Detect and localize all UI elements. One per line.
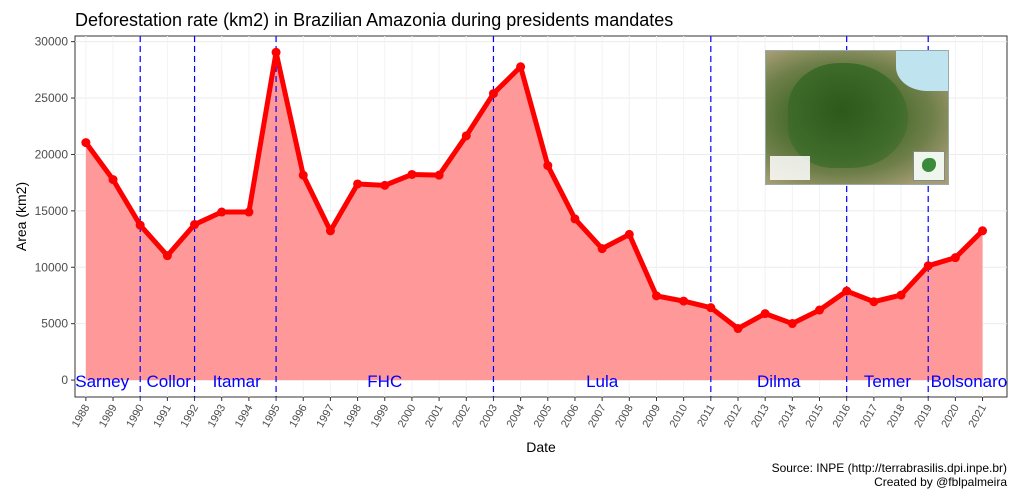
x-tick-label: 2016 bbox=[831, 403, 854, 430]
data-point bbox=[842, 286, 852, 296]
data-point bbox=[815, 305, 825, 315]
x-tick-label: 1995 bbox=[260, 403, 283, 430]
president-label: Bolsonaro bbox=[931, 372, 1008, 391]
data-points bbox=[81, 47, 988, 334]
y-tick-label: 10000 bbox=[35, 260, 69, 274]
x-tick-label: 2002 bbox=[450, 403, 473, 430]
x-axis: 1988 1989 1990 1991 1992 1993 1994 1995 1996 1997… bbox=[70, 397, 989, 430]
x-tick-label: 2006 bbox=[559, 403, 582, 430]
data-point bbox=[81, 138, 91, 148]
data-point bbox=[706, 303, 716, 313]
brazil-locator-map bbox=[913, 151, 945, 181]
x-tick-label: 1996 bbox=[287, 403, 310, 430]
x-tick-label: 2017 bbox=[858, 403, 881, 430]
area-fill bbox=[85, 52, 983, 381]
chart-title: Deforestation rate (km2) in Brazilian Am… bbox=[75, 10, 674, 30]
x-tick-label: 1991 bbox=[151, 403, 174, 430]
series-line bbox=[83, 49, 985, 332]
data-point bbox=[869, 297, 879, 307]
y-tick-label: 15000 bbox=[35, 204, 69, 218]
x-tick-label: 2004 bbox=[505, 403, 528, 430]
data-point bbox=[162, 251, 172, 261]
data-point bbox=[570, 214, 580, 224]
x-tick-label: 2014 bbox=[776, 403, 799, 430]
x-tick-label: 1989 bbox=[97, 403, 120, 430]
y-axis: 0 5000 10000 15000 20000 25000 30000 bbox=[35, 35, 75, 387]
data-point bbox=[923, 261, 933, 271]
amazon-map-inset bbox=[765, 50, 949, 185]
x-tick-label: 2015 bbox=[803, 403, 826, 430]
data-point bbox=[679, 296, 689, 306]
president-labels: Sarney Collor Itamar FHC Lula Dilma Temer Bolso… bbox=[75, 372, 1007, 391]
president-label: Temer bbox=[864, 372, 912, 391]
data-point bbox=[380, 180, 390, 190]
x-tick-label: 2018 bbox=[885, 403, 908, 430]
x-tick-label: 2010 bbox=[668, 403, 691, 430]
president-label: Dilma bbox=[757, 372, 801, 391]
y-axis-title: Area (km2) bbox=[13, 182, 29, 251]
president-label: Sarney bbox=[75, 372, 129, 391]
x-tick-label: 2005 bbox=[532, 403, 555, 430]
x-tick-label: 2020 bbox=[939, 403, 962, 430]
data-point bbox=[624, 229, 634, 239]
data-point bbox=[488, 89, 498, 99]
data-point bbox=[434, 170, 444, 180]
data-point bbox=[543, 161, 553, 171]
y-tick-label: 20000 bbox=[35, 147, 69, 161]
x-tick-label: 1992 bbox=[179, 403, 202, 430]
x-tick-label: 2007 bbox=[586, 403, 609, 430]
x-tick-label: 1994 bbox=[233, 403, 256, 430]
y-tick-label: 0 bbox=[61, 373, 68, 387]
data-point bbox=[787, 319, 797, 329]
y-tick-label: 5000 bbox=[41, 317, 68, 331]
data-point bbox=[950, 253, 960, 263]
map-legend bbox=[770, 156, 810, 180]
president-label: Lula bbox=[586, 372, 619, 391]
data-point bbox=[461, 131, 471, 141]
y-tick-label: 25000 bbox=[35, 91, 69, 105]
data-point bbox=[760, 309, 770, 319]
data-point bbox=[651, 291, 661, 301]
data-point bbox=[407, 169, 417, 179]
x-tick-label: 2013 bbox=[749, 403, 772, 430]
data-point bbox=[298, 170, 308, 180]
data-point bbox=[896, 290, 906, 300]
x-tick-label: 1997 bbox=[314, 403, 337, 430]
x-tick-label: 1990 bbox=[124, 403, 147, 430]
data-point bbox=[978, 226, 988, 236]
x-tick-label: 2003 bbox=[477, 403, 500, 430]
data-point bbox=[271, 47, 281, 57]
data-point bbox=[325, 226, 335, 236]
data-point bbox=[733, 324, 743, 334]
x-tick-label: 1999 bbox=[369, 403, 392, 430]
data-point bbox=[217, 207, 227, 217]
x-tick-label: 2001 bbox=[423, 403, 446, 430]
data-point bbox=[190, 220, 200, 230]
x-tick-label: 1993 bbox=[206, 403, 229, 430]
x-tick-label: 2021 bbox=[967, 403, 990, 430]
x-tick-label: 2019 bbox=[912, 403, 935, 430]
amazon-map-icon bbox=[788, 63, 908, 168]
president-label: FHC bbox=[367, 372, 402, 391]
x-tick-label: 2011 bbox=[695, 403, 717, 429]
data-point bbox=[597, 244, 607, 254]
data-point bbox=[244, 207, 254, 217]
x-tick-label: 2000 bbox=[396, 403, 419, 430]
president-label: Collor bbox=[147, 372, 192, 391]
data-point bbox=[516, 62, 526, 72]
x-tick-label: 1998 bbox=[342, 403, 365, 430]
data-point bbox=[353, 179, 363, 189]
data-point bbox=[108, 175, 118, 185]
x-tick-label: 2012 bbox=[722, 403, 745, 430]
data-point bbox=[135, 220, 145, 230]
y-tick-label: 30000 bbox=[35, 35, 69, 49]
x-tick-label: 2009 bbox=[640, 403, 663, 430]
credit-caption: Created by @fblpalmeira bbox=[874, 475, 1007, 489]
president-label: Itamar bbox=[213, 372, 262, 391]
x-tick-label: 1988 bbox=[70, 403, 93, 430]
source-caption: Source: INPE (http://terrabrasilis.dpi.i… bbox=[771, 461, 1007, 475]
x-tick-label: 2008 bbox=[613, 403, 636, 430]
x-axis-title: Date bbox=[526, 439, 556, 455]
